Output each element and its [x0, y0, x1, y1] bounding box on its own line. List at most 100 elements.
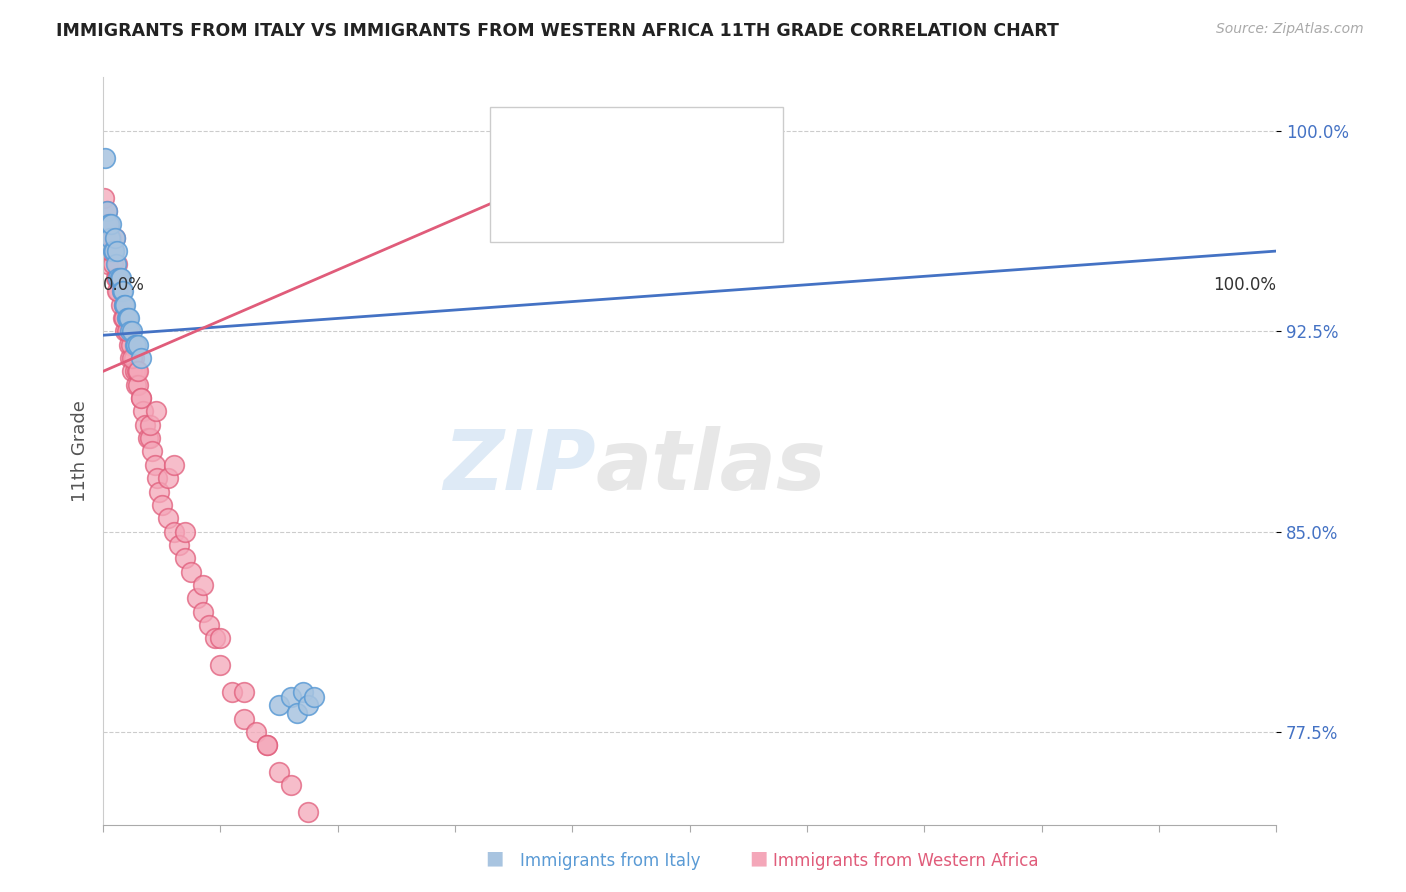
Point	[105, 244, 128, 258]
Point	[105, 284, 128, 298]
Point	[145, 404, 167, 418]
Point	[297, 698, 319, 713]
Point	[114, 297, 136, 311]
Point	[105, 270, 128, 285]
Point	[127, 364, 149, 378]
Point	[107, 270, 129, 285]
Point	[94, 231, 117, 245]
Point	[103, 244, 125, 258]
Point	[112, 284, 135, 298]
Point	[121, 324, 143, 338]
Point	[127, 377, 149, 392]
Point	[98, 244, 121, 258]
Point	[141, 444, 163, 458]
Point	[156, 471, 179, 485]
Point	[245, 725, 267, 739]
Point	[122, 351, 145, 365]
Point	[204, 632, 226, 646]
Point	[191, 578, 214, 592]
Text: 0.0%: 0.0%	[103, 276, 145, 293]
Point	[221, 685, 243, 699]
Point	[169, 538, 191, 552]
Point	[125, 377, 148, 392]
Point	[129, 391, 152, 405]
Point	[127, 337, 149, 351]
Point	[103, 244, 125, 258]
Point	[121, 351, 143, 365]
Point	[112, 310, 135, 325]
Point	[150, 498, 173, 512]
Point	[105, 257, 128, 271]
Point	[117, 310, 139, 325]
Point	[118, 310, 141, 325]
Point	[124, 337, 146, 351]
Point	[162, 458, 184, 472]
Text: ■: ■	[485, 848, 503, 867]
Point	[110, 297, 132, 311]
Point	[256, 739, 278, 753]
Point	[256, 739, 278, 753]
Point	[107, 284, 129, 298]
Text: Immigrants from Italy: Immigrants from Italy	[520, 852, 700, 870]
Point	[297, 805, 319, 819]
Point	[111, 284, 134, 298]
Text: ■: ■	[749, 848, 768, 867]
Point	[146, 471, 169, 485]
Point	[127, 364, 149, 378]
Point	[115, 310, 138, 325]
Point	[125, 337, 148, 351]
Point	[97, 257, 120, 271]
Point	[291, 685, 314, 699]
Point	[139, 417, 162, 432]
Point	[148, 484, 170, 499]
Point	[117, 324, 139, 338]
Point	[118, 337, 141, 351]
Point	[100, 218, 122, 232]
Point	[100, 244, 122, 258]
Point	[129, 351, 152, 365]
Point	[136, 431, 159, 445]
Point	[120, 351, 142, 365]
Point	[94, 151, 117, 165]
Text: 100.0%: 100.0%	[1213, 276, 1277, 293]
Point	[174, 524, 197, 539]
Point	[209, 658, 232, 673]
Point	[93, 191, 115, 205]
Point	[285, 706, 308, 721]
Point	[174, 551, 197, 566]
Point	[156, 511, 179, 525]
Point	[162, 524, 184, 539]
Text: Source: ZipAtlas.com: Source: ZipAtlas.com	[1216, 22, 1364, 37]
Point	[180, 565, 202, 579]
Text: ZIP: ZIP	[443, 425, 596, 507]
Point	[232, 712, 254, 726]
Point	[105, 270, 128, 285]
Point	[186, 591, 208, 606]
Point	[304, 690, 326, 705]
Point	[132, 404, 155, 418]
Point	[129, 391, 152, 405]
Point	[197, 618, 219, 632]
Point	[209, 632, 232, 646]
Point	[134, 417, 156, 432]
Text: Immigrants from Western Africa: Immigrants from Western Africa	[773, 852, 1039, 870]
Point	[280, 690, 302, 705]
Point	[111, 284, 134, 298]
Point	[98, 218, 121, 232]
Point	[108, 270, 131, 285]
Point	[96, 218, 118, 232]
Point	[267, 698, 290, 713]
Point	[232, 685, 254, 699]
Point	[104, 231, 127, 245]
Point	[100, 231, 122, 245]
Point	[112, 297, 135, 311]
Point	[98, 231, 121, 245]
Point	[110, 270, 132, 285]
Point	[105, 257, 128, 271]
Point	[139, 431, 162, 445]
Point	[121, 364, 143, 378]
Point	[101, 244, 124, 258]
Point	[112, 297, 135, 311]
Text: atlas: atlas	[596, 425, 827, 507]
Point	[98, 218, 121, 232]
